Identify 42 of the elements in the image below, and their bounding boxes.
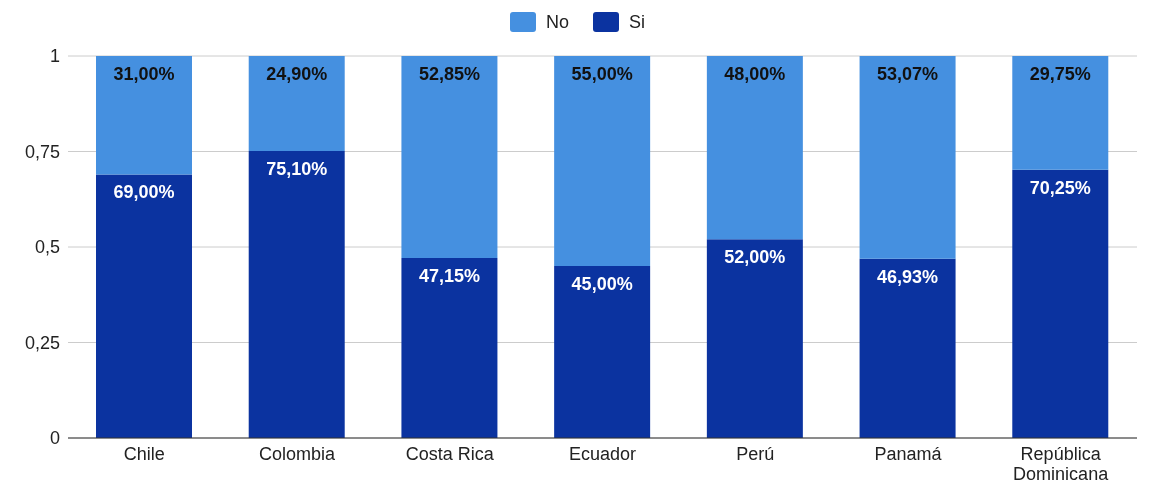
bar (401, 257, 498, 438)
y-tick-label: 0,5 (34, 237, 60, 258)
data-label: 45,00% (571, 274, 633, 295)
x-tick-label: República Dominicana (1013, 444, 1110, 484)
legend-label: Si (629, 11, 646, 33)
x-tick-label: Costa Rica (405, 444, 495, 464)
data-label: 69,00% (113, 182, 175, 203)
x-tick-label: Ecuador (568, 444, 637, 464)
data-label: 53,07% (877, 64, 939, 84)
data-label: 52,85% (418, 64, 480, 84)
y-tick-label: 0,75 (24, 141, 60, 162)
bar (859, 258, 956, 438)
data-label: 75,10% (266, 159, 328, 180)
y-tick-label: 0,25 (24, 332, 60, 353)
y-tick-label: 0 (49, 428, 60, 449)
bar (859, 56, 956, 259)
data-label: 47,15% (418, 265, 480, 286)
data-label: 70,25% (1029, 177, 1091, 198)
bar (554, 56, 651, 267)
bar (401, 56, 498, 258)
data-label: 55,00% (571, 64, 633, 84)
x-tick-label: Colombia (259, 444, 337, 464)
bar (706, 239, 803, 438)
bar (1012, 56, 1109, 170)
data-label: 24,90% (266, 64, 328, 84)
bar (96, 174, 192, 438)
bar (1012, 169, 1109, 438)
x-tick-label: Panamá (874, 444, 943, 464)
x-tick-label: Chile (123, 444, 165, 464)
data-label: 29,75% (1029, 64, 1091, 84)
data-label: 46,93% (877, 266, 939, 287)
bar (96, 56, 192, 175)
y-tick-label: 1 (49, 46, 60, 67)
bar (248, 56, 345, 152)
data-label: 52,00% (724, 247, 786, 268)
legend-label: No (545, 11, 569, 33)
data-label: 31,00% (113, 64, 175, 84)
x-tick-label: Perú (736, 444, 775, 464)
data-label: 48,00% (724, 64, 786, 84)
bar (706, 56, 803, 240)
bar (554, 266, 651, 438)
bar (248, 151, 345, 438)
